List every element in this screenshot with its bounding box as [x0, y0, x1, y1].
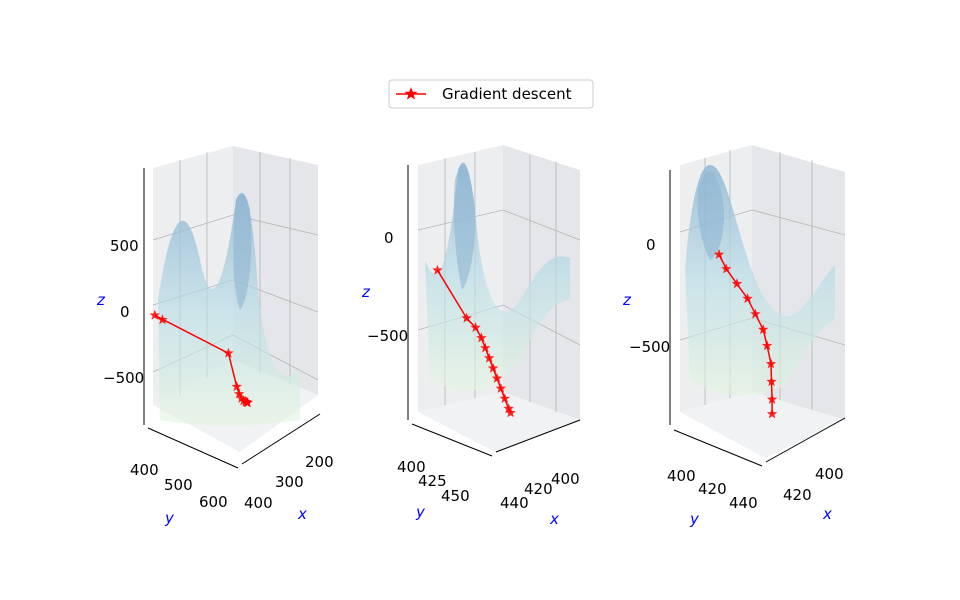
trajectory-point	[149, 309, 160, 320]
y-tick-3: 600	[199, 493, 228, 511]
trajectory-point	[242, 397, 253, 408]
trajectory-point	[223, 347, 234, 358]
trajectory-point	[721, 263, 732, 274]
x-tick-3: 400	[244, 494, 273, 512]
trajectory-point	[758, 324, 769, 335]
y-tick-1: 400	[667, 467, 696, 485]
x-tick-2: 300	[275, 473, 304, 491]
subplot-2: 0 −500 z 400 425 450 y 400 420 440 x	[361, 145, 581, 528]
legend-box	[388, 79, 594, 109]
y-axis-label: y	[415, 503, 426, 521]
trajectory-point	[476, 332, 487, 343]
trajectory-point	[765, 358, 777, 369]
trajectory-point	[499, 393, 510, 403]
trajectory-point	[233, 388, 245, 399]
x-tick-3: 440	[500, 494, 529, 512]
z-tick-1: 0	[646, 236, 656, 254]
z-axis-label: z	[96, 291, 106, 309]
subplot-1: 500 0 −500 z 400 500 600 y 200 300 400 x	[96, 146, 334, 527]
surface-peak	[453, 166, 476, 290]
legend-star-icon	[404, 87, 418, 100]
pane-floor	[680, 392, 845, 458]
axis-lines	[143, 168, 321, 469]
trajectory-point	[231, 381, 242, 392]
trajectory-point	[157, 314, 168, 325]
x-axis-label: x	[549, 510, 559, 528]
trajectory-point	[505, 407, 516, 418]
z-tick-3: −500	[103, 369, 144, 387]
z-axis-label: z	[361, 283, 371, 301]
y-tick-3: 450	[441, 487, 470, 505]
trajectory-point	[487, 362, 499, 373]
trajectory-point	[236, 392, 247, 403]
trajectory-point	[766, 376, 777, 387]
axis-lines	[407, 165, 581, 457]
trajectory-point	[491, 372, 503, 383]
x-tick-2: 420	[524, 480, 553, 498]
y-tick-2: 500	[164, 476, 193, 494]
y-tick-1: 400	[397, 458, 426, 476]
trajectory-point	[432, 264, 443, 275]
y-tick-2: 420	[698, 480, 727, 498]
y-tick-3: 440	[729, 494, 758, 512]
surface	[158, 192, 300, 426]
trajectory-point	[731, 278, 743, 289]
trajectory	[149, 309, 253, 408]
y-axis-label: y	[164, 509, 175, 527]
x-tick-1: 200	[305, 453, 334, 471]
trajectory-point	[766, 393, 778, 404]
axis-lines	[669, 170, 846, 467]
x-tick-1: 400	[551, 470, 580, 488]
surface-peak	[697, 171, 725, 260]
legend-label: Gradient descent	[442, 85, 572, 103]
trajectory	[713, 249, 778, 419]
legend: Gradient descent	[388, 79, 594, 109]
y-tick-2: 425	[418, 472, 447, 490]
trajectory-point	[742, 293, 753, 304]
x-tick-1: 400	[815, 465, 844, 483]
pane-floor	[418, 392, 580, 452]
z-tick-2: 0	[120, 303, 130, 321]
surface-peak	[233, 194, 252, 310]
trajectory-point	[503, 403, 514, 414]
z-tick-1: 500	[110, 237, 139, 255]
z-tick-2: −500	[367, 327, 408, 345]
trajectory-point	[495, 383, 507, 393]
trajectory-point	[470, 322, 481, 332]
y-axis-label: y	[689, 510, 700, 528]
trajectory-point	[480, 342, 491, 353]
x-axis-label: x	[822, 505, 832, 523]
trajectory-point	[713, 249, 725, 259]
trajectory-point	[750, 308, 761, 319]
subplot-3: 0 −500 z 400 420 440 y 400 420 x	[622, 145, 846, 528]
trajectory-point	[461, 312, 472, 323]
trajectory-point	[761, 340, 773, 351]
y-tick-1: 400	[130, 461, 159, 479]
z-tick-2: −500	[629, 338, 670, 356]
trajectory-point	[766, 408, 778, 419]
x-tick-2: 420	[783, 486, 812, 504]
z-axis-label: z	[622, 291, 632, 309]
trajectory	[432, 264, 516, 418]
trajectory-point	[484, 352, 495, 363]
z-tick-1: 0	[384, 229, 394, 247]
x-axis-label: x	[297, 505, 307, 523]
